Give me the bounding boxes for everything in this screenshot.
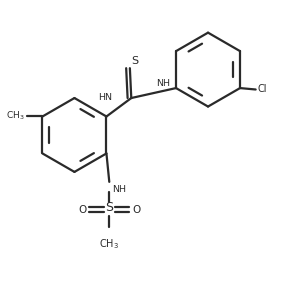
Text: CH$_3$: CH$_3$ [99,237,119,251]
Text: Cl: Cl [257,84,267,94]
Text: O: O [78,205,86,215]
Text: NH: NH [157,79,171,88]
Text: S: S [131,56,139,66]
Text: O: O [132,205,140,215]
Text: S: S [105,201,113,214]
Text: HN: HN [98,93,112,102]
Text: CH$_3$: CH$_3$ [6,110,25,122]
Text: NH: NH [112,185,126,194]
